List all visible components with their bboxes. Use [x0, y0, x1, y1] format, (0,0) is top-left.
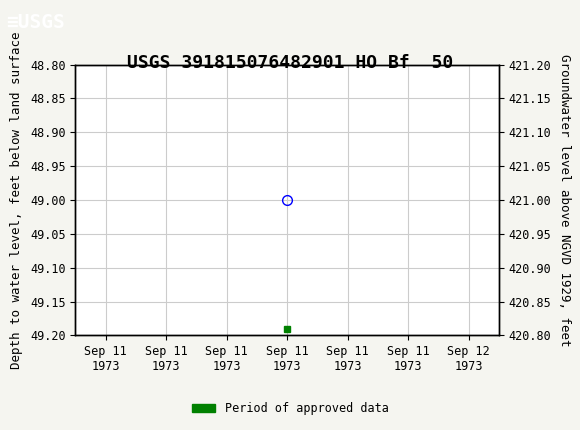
Y-axis label: Depth to water level, feet below land surface: Depth to water level, feet below land su… — [10, 31, 23, 369]
Y-axis label: Groundwater level above NGVD 1929, feet: Groundwater level above NGVD 1929, feet — [558, 54, 571, 346]
Legend: Period of approved data: Period of approved data — [187, 397, 393, 420]
Text: USGS 391815076482901 HO Bf  50: USGS 391815076482901 HO Bf 50 — [127, 54, 453, 72]
Text: ≡USGS: ≡USGS — [6, 13, 64, 32]
